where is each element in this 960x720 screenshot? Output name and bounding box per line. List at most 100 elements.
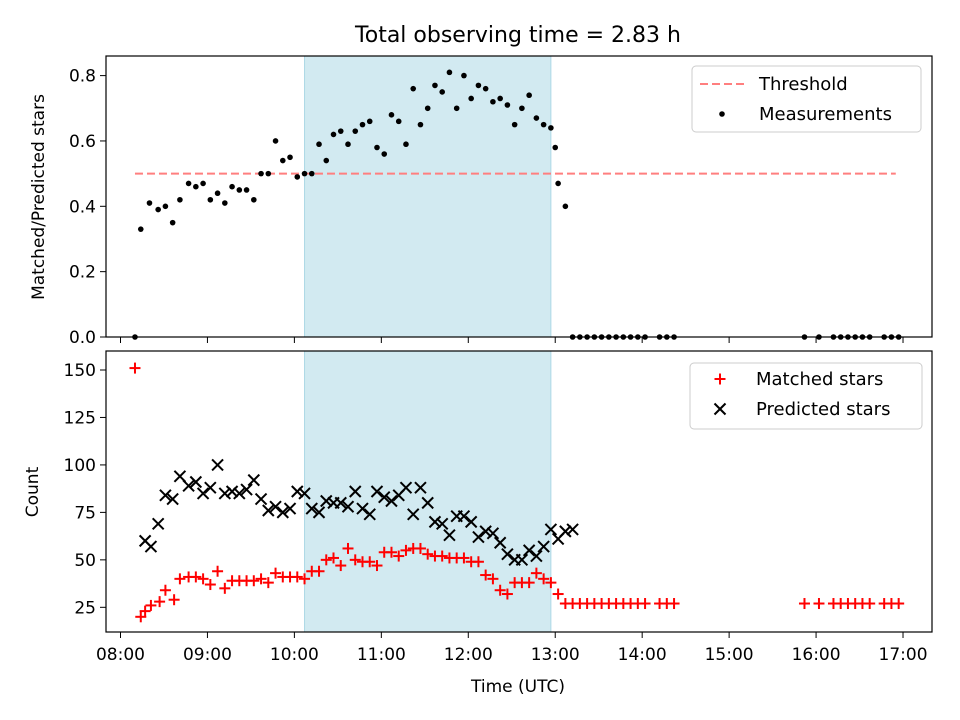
measurement-point (446, 69, 453, 76)
measurement-point (504, 102, 511, 108)
predicted-point (240, 483, 253, 496)
predicted-point (144, 540, 158, 553)
matched-point (320, 554, 332, 566)
measurement-point (330, 131, 337, 138)
predicted-point (269, 500, 282, 513)
measurement-point (490, 98, 496, 105)
predicted-point (515, 553, 529, 567)
matched-point (530, 567, 542, 579)
matched-point (204, 579, 216, 591)
measurement-point (461, 72, 467, 79)
predicted-point (254, 492, 268, 506)
measurement-point (323, 157, 330, 164)
measurement-point (374, 144, 380, 151)
y-tick-label: 0.8 (69, 67, 96, 87)
matched-point (174, 573, 186, 585)
measurement-point (432, 82, 438, 89)
measurement-point (279, 157, 286, 164)
y-tick-label: 0.0 (69, 328, 96, 348)
matched-point (145, 599, 157, 611)
measurement-point (453, 105, 460, 112)
predicted-point (443, 528, 456, 542)
measurements-series (132, 69, 902, 340)
predicted-point (378, 490, 391, 504)
measurement-point (345, 141, 351, 148)
matched-point (422, 548, 434, 560)
matched-point (212, 565, 224, 577)
predicted-point (385, 494, 398, 508)
predicted-point (537, 540, 550, 553)
measurement-point (497, 95, 503, 102)
bottom-y-axis-label: Count (23, 466, 43, 517)
measurement-point (137, 226, 144, 232)
matched-point (313, 565, 325, 577)
matched-point (798, 598, 810, 610)
top-x-ticks (119, 337, 904, 343)
predicted-point (320, 494, 333, 508)
matched-point (364, 556, 376, 568)
matched-point (523, 577, 535, 589)
measurement-point (272, 138, 279, 144)
bottom-series (129, 362, 905, 623)
y-tick-label: 25 (74, 598, 96, 618)
measurement-point (162, 203, 169, 210)
measurement-point (552, 144, 559, 151)
y-tick-label: 50 (74, 551, 96, 571)
measurement-point (301, 170, 308, 177)
measurement-point (352, 128, 359, 134)
matched-point (639, 598, 651, 610)
top-legend-box (691, 65, 922, 133)
bottom-legend: Matched stars Predicted stars (689, 362, 923, 430)
predicted-point (276, 506, 290, 519)
predicted-point (435, 517, 449, 530)
matched-point (385, 546, 397, 558)
matched-point (487, 573, 499, 585)
measurement-point (388, 112, 395, 118)
top-legend: Threshold Measurements (691, 65, 922, 133)
matched-point (371, 560, 383, 572)
legend-predicted-label: Predicted stars (756, 399, 890, 420)
measurement-point (548, 125, 554, 131)
measurement-point (155, 206, 161, 213)
measurement-point (511, 121, 518, 128)
measurement-point (251, 196, 257, 203)
matched-point (480, 569, 492, 581)
measurement-point (540, 121, 547, 128)
bottom-panel: 25 50 75 100 125 150 08:00 09:00 10:00 11:00 12:0… (23, 350, 933, 697)
matched-point (190, 571, 202, 583)
x-tick-label: 08:00 (96, 645, 145, 665)
measurement-point (169, 219, 176, 226)
measurement-point (214, 190, 221, 197)
bottom-legend-box (689, 362, 923, 430)
predicted-point (457, 509, 471, 523)
matched-point (291, 571, 303, 583)
matched-point (219, 582, 231, 594)
y-tick-label: 0.2 (69, 263, 96, 283)
predicted-point (247, 473, 261, 487)
predicted-point (530, 549, 543, 563)
x-tick-label: 16:00 (792, 645, 841, 665)
predicted-point (407, 508, 420, 521)
matched-point (864, 598, 876, 610)
y-tick-label: 0.6 (69, 132, 96, 152)
matched-point (154, 596, 166, 608)
predicted-point (370, 485, 384, 498)
matched-point (414, 542, 426, 554)
measurement-point (146, 200, 153, 206)
measurement-point (555, 180, 561, 187)
predicted-point (189, 475, 203, 489)
matched-point (139, 605, 151, 617)
top-panel: 0.00.20.40.60.8 Matched/Predicted stars … (29, 55, 933, 348)
measurement-point (468, 95, 474, 102)
legend-matched-marker (714, 373, 726, 385)
matched-point (270, 567, 282, 579)
matched-point (299, 573, 311, 585)
predicted-point (211, 458, 224, 472)
matched-point (335, 560, 347, 572)
legend-measurements-label: Measurements (759, 104, 892, 125)
matched-point (472, 556, 484, 568)
predicted-point (428, 515, 442, 529)
predicted-point (566, 523, 579, 536)
x-axis-label: Time (UTC) (470, 677, 565, 697)
